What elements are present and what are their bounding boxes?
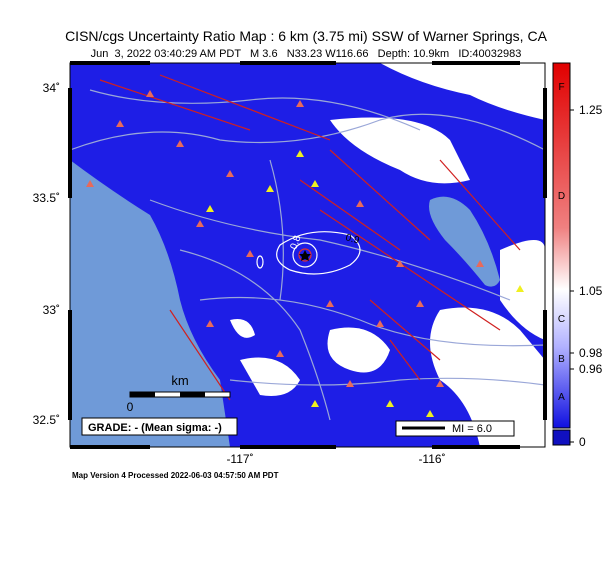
colorbar-value: 1.25 (579, 103, 603, 117)
mi-label: MI = 6.0 (452, 423, 492, 435)
grade-letter: F (558, 82, 564, 93)
lat-label: 32.5˚ (33, 413, 60, 427)
subtitle: Jun 3, 2022 03:40:29 AM PDT M 3.6 N33.23… (91, 48, 522, 60)
colorbar-value: 0.98 (579, 346, 603, 360)
contour-label: 0.9 (344, 232, 361, 246)
lat-label: 34˚ (43, 81, 60, 95)
grade-letter: D (558, 191, 565, 202)
grade-letter: C (558, 314, 565, 325)
grade-letter: A (558, 392, 565, 403)
colorbar-value: 0 (579, 435, 586, 449)
colorbar-value: 1.05 (579, 284, 603, 298)
contour-label: 0.8 (288, 234, 303, 251)
colorbar (552, 62, 571, 429)
grade: GRADE: - (Mean sigma: -) (88, 422, 222, 434)
lon-label: -117˚ (226, 452, 253, 466)
footer: Map Version 4 Processed 2022-06-03 04:57… (72, 471, 279, 480)
lat-label: 33.5˚ (33, 191, 60, 205)
map: 0.9 0.8 (70, 63, 545, 447)
lat-label: 33˚ (43, 303, 60, 317)
grade-letter: B (558, 354, 565, 365)
colorbar-labels: F D C B A 1.25 1.05 0.98 0.96 0 (558, 82, 603, 449)
colorbar-value: 0.96 (579, 362, 603, 376)
scale-unit: km (171, 373, 188, 388)
lon-label: -116˚ (418, 452, 445, 466)
scale-zero: 0 (127, 400, 134, 414)
title: CISN/cgs Uncertainty Ratio Map : 6 km (3… (65, 28, 548, 44)
